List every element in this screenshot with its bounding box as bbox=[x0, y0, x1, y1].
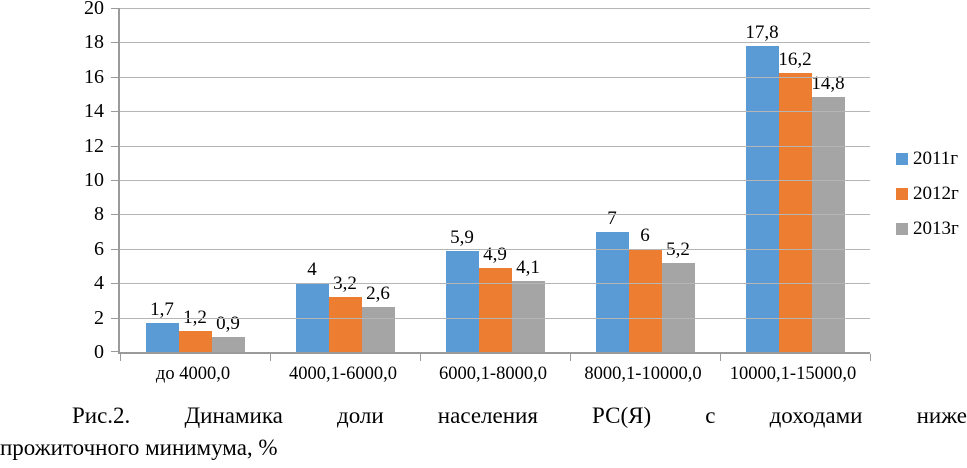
bar-value-label: 7 bbox=[607, 208, 617, 229]
bar-value-label: 17,8 bbox=[745, 22, 779, 43]
bar-value-label: 4,1 bbox=[516, 257, 540, 278]
bar-value-label: 2,6 bbox=[366, 283, 390, 304]
bar-value-label: 4 bbox=[307, 259, 317, 280]
x-axis-category-label: 10000,1-15000,0 bbox=[729, 364, 857, 384]
y-axis-tick bbox=[111, 317, 118, 319]
bar: 5,9 bbox=[445, 228, 479, 352]
figure-caption: Рис.2. Динамика доли населения РС(Я) с д… bbox=[0, 399, 967, 464]
plot-area: 1,7 1,2 0,9 4 3,2 2,6 5,9 4,9 4,1 7 6 5,2 17,8 16,2 14… bbox=[111, 8, 871, 361]
gridline bbox=[120, 8, 870, 9]
bar: 5,2 bbox=[661, 240, 695, 352]
gridline bbox=[120, 145, 870, 147]
bar-value-label: 1,7 bbox=[150, 299, 174, 320]
bar-value-label: 16,2 bbox=[778, 49, 812, 70]
gridline bbox=[120, 42, 870, 44]
gridline bbox=[120, 283, 870, 285]
bar-value-label: 14,8 bbox=[811, 73, 845, 94]
x-axis-tick bbox=[870, 354, 871, 361]
y-axis-tick-label: 6 bbox=[94, 237, 104, 260]
y-axis-tick-label: 16 bbox=[84, 65, 104, 88]
x-axis-category-label: 6000,1-8000,0 bbox=[439, 364, 547, 384]
bar-value-label: 6 bbox=[640, 225, 650, 246]
bar-group: 7 6 5,2 bbox=[570, 8, 720, 352]
y-axis-tick-label: 4 bbox=[94, 272, 104, 295]
bar: 0,9 bbox=[211, 314, 245, 352]
y-axis-tick bbox=[111, 8, 118, 9]
bar-groups: 1,7 1,2 0,9 4 3,2 2,6 5,9 4,9 4,1 7 6 5,2 17,8 16,2 14… bbox=[120, 8, 870, 352]
x-axis-category-label: 4000,1-6000,0 bbox=[289, 364, 397, 384]
legend-label: 2011г bbox=[913, 148, 959, 169]
y-axis-tick-label: 12 bbox=[84, 134, 104, 157]
gridline bbox=[120, 180, 870, 181]
legend-item: 2011г bbox=[896, 148, 959, 169]
x-axis-tick bbox=[570, 354, 571, 361]
y-axis-tick-label: 20 bbox=[84, 0, 104, 19]
y-axis-tick bbox=[111, 145, 118, 147]
y-axis-tick bbox=[111, 111, 118, 113]
bar-group: 5,9 4,9 4,1 bbox=[420, 8, 570, 352]
y-axis-labels: 0 2 4 6 8 10 12 14 16 18 20 bbox=[0, 0, 104, 362]
bar-chart: 0 2 4 6 8 10 12 14 16 18 20 1,7 1,2 0,9 4 3,2 2,6 5,9 4,9… bbox=[0, 0, 959, 386]
legend: 2011г 2012г 2013г bbox=[896, 148, 959, 253]
bar: 3,2 bbox=[328, 274, 362, 352]
x-axis-category-label: до 4000,0 bbox=[155, 364, 231, 384]
y-axis-tick-label: 14 bbox=[84, 100, 104, 123]
legend-label: 2012г bbox=[913, 183, 959, 204]
bar: 1,2 bbox=[178, 308, 212, 352]
caption-line-1: Рис.2. Динамика доли населения РС(Я) с д… bbox=[72, 403, 967, 428]
bar: 17,8 bbox=[745, 23, 779, 352]
bar-group: 4 3,2 2,6 bbox=[270, 8, 420, 352]
y-axis-tick bbox=[111, 351, 118, 352]
legend-color-swatch bbox=[896, 152, 908, 165]
bar: 16,2 bbox=[778, 50, 812, 352]
bar: 2,6 bbox=[361, 284, 395, 352]
bar-value-label: 1,2 bbox=[183, 307, 207, 328]
bar: 7 bbox=[595, 209, 629, 352]
y-axis-tick bbox=[111, 283, 118, 285]
gridline bbox=[120, 248, 870, 250]
y-axis-tick-label: 10 bbox=[84, 169, 104, 191]
x-axis-tick bbox=[270, 354, 271, 361]
gridline bbox=[120, 317, 870, 319]
bar-value-label: 5,9 bbox=[450, 227, 474, 248]
bar: 4,1 bbox=[511, 258, 545, 352]
x-axis-tick bbox=[420, 354, 421, 361]
bar: 6 bbox=[628, 226, 662, 352]
bar: 4,9 bbox=[478, 245, 512, 352]
bar: 14,8 bbox=[811, 74, 845, 352]
bar-group: 17,8 16,2 14,8 bbox=[720, 8, 870, 352]
x-axis-labels: до 4000,0 4000,1-6000,0 6000,1-8000,0 8000,… bbox=[118, 363, 868, 386]
y-axis-tick bbox=[111, 76, 118, 78]
gridline bbox=[120, 111, 870, 113]
y-axis-tick bbox=[111, 42, 118, 44]
bar-value-label: 5,2 bbox=[666, 239, 690, 260]
bar: 1,7 bbox=[145, 300, 179, 352]
bar: 4 bbox=[295, 260, 329, 352]
x-axis-tick bbox=[120, 354, 121, 361]
gridline bbox=[120, 214, 870, 216]
x-axis-category-label: 8000,1-10000,0 bbox=[584, 364, 702, 384]
legend-item: 2013г bbox=[896, 218, 959, 239]
y-axis-tick-label: 2 bbox=[94, 306, 104, 329]
gridline bbox=[120, 76, 870, 78]
legend-item: 2012г bbox=[896, 183, 959, 204]
y-axis-tick-label: 8 bbox=[94, 203, 104, 226]
legend-color-swatch bbox=[896, 187, 908, 200]
caption-line-2: прожиточного минимума, % bbox=[0, 435, 278, 460]
x-axis-tick bbox=[720, 354, 721, 361]
y-axis-tick bbox=[111, 248, 118, 250]
legend-color-swatch bbox=[896, 222, 908, 235]
legend-label: 2013г bbox=[913, 218, 959, 239]
y-axis-tick bbox=[111, 214, 118, 216]
y-axis-tick bbox=[111, 180, 118, 181]
y-axis-tick-label: 0 bbox=[94, 341, 104, 363]
y-axis-tick-label: 18 bbox=[84, 31, 104, 54]
